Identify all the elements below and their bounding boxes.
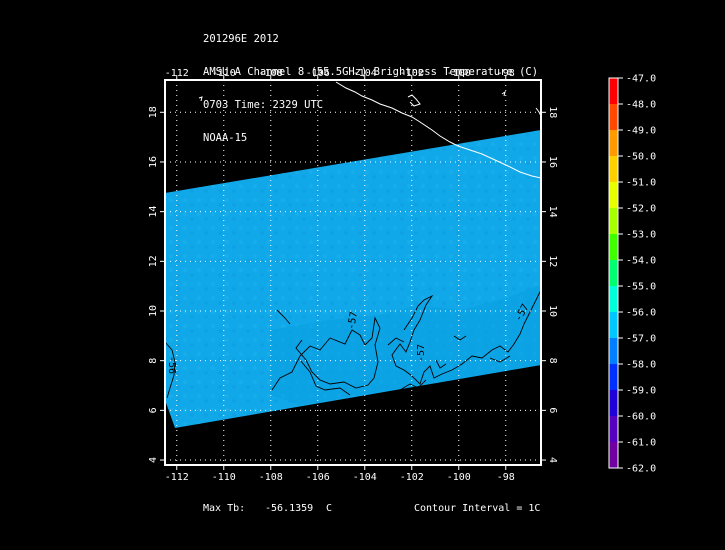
max-tb-unit: C (326, 503, 333, 514)
lat-tick-label-left: 12 (148, 255, 159, 267)
lat-tick-label-right: 4 (547, 457, 558, 463)
colorbar-label: -54.0 (626, 256, 656, 267)
colorbar-label: -56.0 (626, 308, 656, 319)
colorbar-segment (609, 156, 618, 183)
lon-tick-label-bottom: -110 (212, 472, 236, 483)
colorbar-segment (609, 312, 618, 339)
map-frame (164, 79, 542, 466)
lat-tick-label-right: 12 (547, 255, 558, 267)
lon-tick-label-top: -100 (447, 68, 471, 79)
contour-label: -56 (166, 356, 177, 374)
contour-interval: Contour Interval = 1C (414, 503, 541, 514)
colorbar-segment (609, 260, 618, 287)
lon-tick-label-top: -102 (400, 68, 424, 79)
lat-tick-label-right: 6 (547, 407, 558, 413)
colorbar-segment (609, 416, 618, 443)
axis-ticks (160, 75, 546, 470)
lat-tick-label-left: 6 (148, 407, 159, 413)
lon-tick-label-bottom: -98 (497, 472, 515, 483)
lon-tick-label-top: -110 (212, 68, 236, 79)
map-grid (165, 80, 541, 465)
contour-lines (165, 289, 541, 399)
colorbar-segment (609, 234, 618, 261)
colorbar-label: -61.0 (626, 438, 656, 449)
colorbar-segment (609, 338, 618, 365)
colorbar-segment (609, 364, 618, 391)
lon-tick-label-bottom: -108 (259, 472, 283, 483)
lat-tick-label-left: 16 (148, 156, 159, 168)
colorbar-label: -52.0 (626, 204, 656, 215)
lon-tick-label-bottom: -112 (165, 472, 189, 483)
colorbar-segment (609, 442, 618, 469)
colorbar-label: -48.0 (626, 100, 656, 111)
colorbar-label: -62.0 (626, 464, 656, 475)
lat-tick-label-left: 8 (148, 358, 159, 364)
colorbar-label: -47.0 (626, 74, 656, 85)
colorbar: -47.0 -48.0 -49.0 -50.0 -51.0 -52.0 -53.0 -54.0… (608, 74, 656, 475)
colorbar-label: -53.0 (626, 230, 656, 241)
lon-tick-label-top: -106 (306, 68, 330, 79)
lat-tick-label-left: 4 (148, 457, 159, 463)
lat-tick-label-right: 8 (547, 358, 558, 364)
colorbar-segment (609, 182, 618, 209)
colorbar-segment (609, 208, 618, 235)
chart-header: 201296E 2012 AMSU-A Channel 8 (55.5GHz) … (203, 12, 538, 155)
lat-tick-label-left: 18 (148, 106, 159, 118)
max-tb-value: -56.1359 (265, 503, 314, 514)
colorbar-label: -60.0 (626, 412, 656, 423)
colorbar-segment (609, 104, 618, 131)
coastline (198, 81, 541, 179)
lon-tick-label-top: -112 (165, 68, 189, 79)
colorbar-label: -59.0 (626, 386, 656, 397)
colorbar-segment (609, 286, 618, 313)
colorbar-segment (609, 390, 618, 417)
colorbar-label: -49.0 (626, 126, 656, 137)
colorbar-label: -55.0 (626, 282, 656, 293)
lon-tick-label-bottom: -100 (447, 472, 471, 483)
lon-tick-label-top: -98 (497, 68, 515, 79)
colorbar-segment (609, 78, 618, 105)
header-line-satellite: NOAA-15 (203, 132, 248, 144)
colorbar-label: -58.0 (626, 360, 656, 371)
header-line-time: 0703 Time: 2329 UTC (203, 99, 324, 111)
lon-tick-label-bottom: -102 (400, 472, 424, 483)
lat-tick-label-left: 14 (148, 206, 159, 218)
swath-cooler-region (270, 285, 541, 405)
lat-tick-label-right: 16 (547, 156, 558, 168)
contour-label: -57 (346, 311, 360, 331)
lat-tick-label-right: 10 (547, 305, 558, 317)
lat-tick-label-left: 10 (148, 305, 159, 317)
colorbar-label: -50.0 (626, 152, 656, 163)
max-tb-label: Max Tb: (203, 503, 246, 514)
header-line-title: AMSU-A Channel 8 (55.5GHz) Brightness Te… (203, 66, 539, 78)
lon-tick-label-top: -104 (353, 68, 377, 79)
colorbar-label: -57.0 (626, 334, 656, 345)
lon-tick-label-bottom: -106 (306, 472, 330, 483)
colorbar-segment (609, 130, 618, 157)
colorbar-border (608, 77, 619, 469)
lat-tick-label-right: 14 (547, 206, 558, 218)
contour-label: -57 (416, 344, 427, 362)
lat-tick-label-right: 18 (547, 106, 558, 118)
lon-tick-label-top: -108 (259, 68, 283, 79)
colorbar-label: -51.0 (626, 178, 656, 189)
header-line-date: 201296E 2012 (203, 33, 279, 45)
lon-tick-label-bottom: -104 (353, 472, 377, 483)
